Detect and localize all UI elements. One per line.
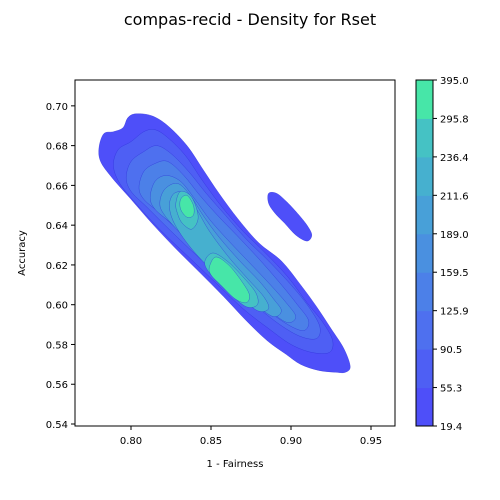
colorbar: 19.4 55.3 90.5 125.9 159.5 189.0 211.6 236.4 295… [415, 76, 469, 433]
colorbar-band [416, 387, 433, 427]
x-tick-label: 0.80 [120, 436, 142, 447]
y-tick-label: 0.68 [46, 142, 68, 153]
y-tick-label: 0.70 [46, 102, 68, 113]
colorbar-tick-label: 125.9 [440, 307, 469, 318]
colorbar-band [416, 195, 433, 235]
colorbar-band [416, 233, 433, 273]
y-tick-label: 0.56 [46, 380, 68, 391]
y-tick-label: 0.54 [46, 420, 68, 431]
colorbar-tick-label: 395.0 [440, 76, 469, 87]
y-tick-label: 0.64 [46, 221, 68, 232]
contour-level-11 [208, 256, 250, 304]
colorbar-tick-label: 295.8 [440, 114, 469, 125]
colorbar-tick-label: 189.0 [440, 230, 469, 241]
colorbar-ticks: 19.4 55.3 90.5 125.9 159.5 189.0 211.6 236.4 295… [433, 76, 469, 433]
y-tick-label: 0.66 [46, 181, 68, 192]
x-axis-label: 1 - Fairness [207, 459, 264, 470]
colorbar-band [416, 156, 433, 196]
colorbar-bands [416, 80, 433, 427]
colorbar-tick-label: 55.3 [440, 384, 462, 395]
colorbar-band [416, 310, 433, 350]
colorbar-band [416, 80, 433, 119]
chart-title: compas-recid - Density for Rset [124, 10, 376, 29]
density-contours [98, 113, 351, 374]
colorbar-band [416, 349, 433, 389]
colorbar-band [416, 272, 433, 312]
x-axis: 0.80 0.85 0.90 0.95 [120, 426, 382, 447]
colorbar-tick-label: 19.4 [440, 422, 462, 433]
plot-area: 0.80 0.85 0.90 0.95 0.54 0.56 0.58 0.60 0.62 0.6… [46, 79, 396, 447]
y-tick-label: 0.62 [46, 261, 68, 272]
y-axis-label: Accuracy [17, 230, 28, 276]
x-tick-label: 0.85 [200, 436, 222, 447]
y-tick-label: 0.60 [46, 301, 68, 312]
y-tick-label: 0.58 [46, 340, 68, 351]
colorbar-tick-label: 236.4 [440, 153, 469, 164]
contour-level-10 [179, 194, 195, 218]
colorbar-band [416, 118, 433, 158]
colorbar-tick-label: 159.5 [440, 268, 469, 279]
colorbar-frame [415, 79, 434, 427]
y-axis: 0.54 0.56 0.58 0.60 0.62 0.64 0.66 0.68 0.70 [46, 102, 75, 431]
x-tick-label: 0.90 [280, 436, 302, 447]
contour-level-1 [267, 192, 313, 242]
colorbar-tick-label: 90.5 [440, 345, 462, 356]
x-tick-label: 0.95 [360, 436, 382, 447]
colorbar-tick-label: 211.6 [440, 191, 469, 202]
plot-frame [74, 79, 396, 427]
